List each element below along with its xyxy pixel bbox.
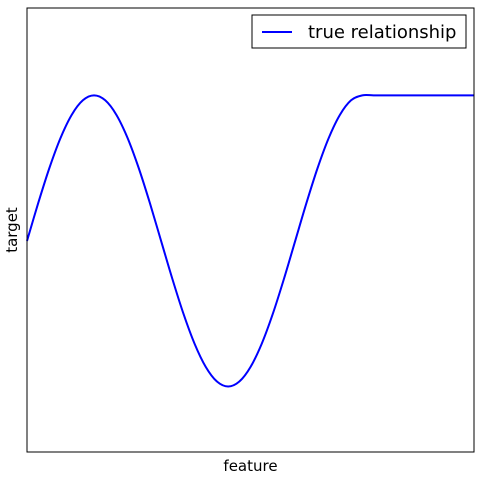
plot-frame xyxy=(26,7,475,453)
series-line-true-relationship xyxy=(26,93,474,388)
legend: true relationship xyxy=(251,14,467,49)
legend-frame xyxy=(251,14,467,49)
plot-background xyxy=(27,8,474,452)
x-axis-label: feature xyxy=(223,457,277,475)
legend-label: true relationship xyxy=(308,22,456,43)
y-axis-label: target xyxy=(3,207,21,253)
